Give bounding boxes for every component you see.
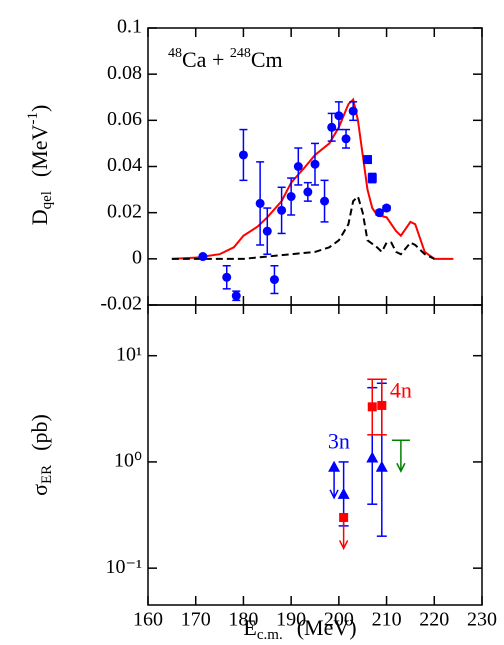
data-point [382,203,392,213]
data-point [366,451,379,463]
symbol: D [27,209,52,225]
data-point [262,226,272,236]
y-tick-label: 10⁻¹ [105,556,142,578]
y-tick-label: 0.04 [107,154,142,176]
data-point [377,400,387,410]
y-tick-label: 10¹ [116,343,142,365]
curve [171,97,454,260]
y-tick-label: 0.1 [117,16,142,38]
unit: (MeV) [297,615,357,640]
data-point [293,162,303,171]
data-point [320,196,330,206]
y-axis-label: Dqel (MeV-1) [25,105,55,226]
mass-number: 48 [168,46,182,61]
limit-arrowhead [396,462,406,473]
element: Cm [251,47,283,72]
x-tick-label: 200 [324,609,354,631]
data-point [255,198,265,208]
mass-number: 248 [230,46,251,61]
y-tick-label: 0.08 [107,62,142,84]
unit: (pb) [27,414,52,451]
y-tick-label: 0.06 [107,108,142,130]
x-tick-label: 230 [467,609,497,631]
x-tick-label: 160 [133,609,163,631]
data-point [337,487,350,499]
data-point [269,275,279,285]
x-tick-label: 190 [276,609,306,631]
limit-arrowhead [329,489,339,500]
unit-close: ) [27,105,52,112]
data-point [328,460,341,472]
data-point [374,208,384,218]
subscript: qel [39,191,55,209]
series-annotation: 4n [390,378,412,403]
x-tick-label: 170 [181,609,211,631]
x-tick-label: 220 [419,609,449,631]
data-point [303,187,313,197]
x-tick-label: 180 [228,609,258,631]
limit-arrowhead [338,540,349,551]
symbol: E [243,615,256,640]
data-point [367,173,377,183]
y-tick-label: 0.02 [107,200,142,222]
data-point [310,159,320,169]
subscript: c.m. [257,627,283,643]
reaction-label: 48Ca + 248Cm [168,46,283,72]
data-point [286,192,296,202]
y-axis-label: σER (pb) [27,414,55,496]
symbol: σ [27,484,52,496]
subscript: ER [39,465,55,484]
y-tick-label: -0.02 [100,293,142,315]
unit: (MeV [27,124,52,177]
data-point [341,134,351,144]
data-point [277,205,287,215]
x-axis-label: Ec.m. (MeV) [243,615,356,643]
data-point [198,252,208,262]
data-point [348,106,358,116]
plot-frame [147,304,483,606]
superscript: -1 [25,112,41,125]
data-point [375,460,388,472]
x-tick-label: 210 [372,609,402,631]
data-point [334,111,344,121]
data-point [367,402,377,412]
y-tick-label: 0 [132,246,142,268]
data-point [238,150,248,160]
data-point [327,122,337,132]
data-point [362,155,372,165]
data-point [231,291,241,301]
series-annotation: 3n [328,428,350,453]
data-point [339,512,349,522]
y-tick-label: 10⁰ [114,450,142,472]
data-point [222,272,232,282]
dashed-curve [171,194,435,260]
element: Ca + [182,47,230,72]
